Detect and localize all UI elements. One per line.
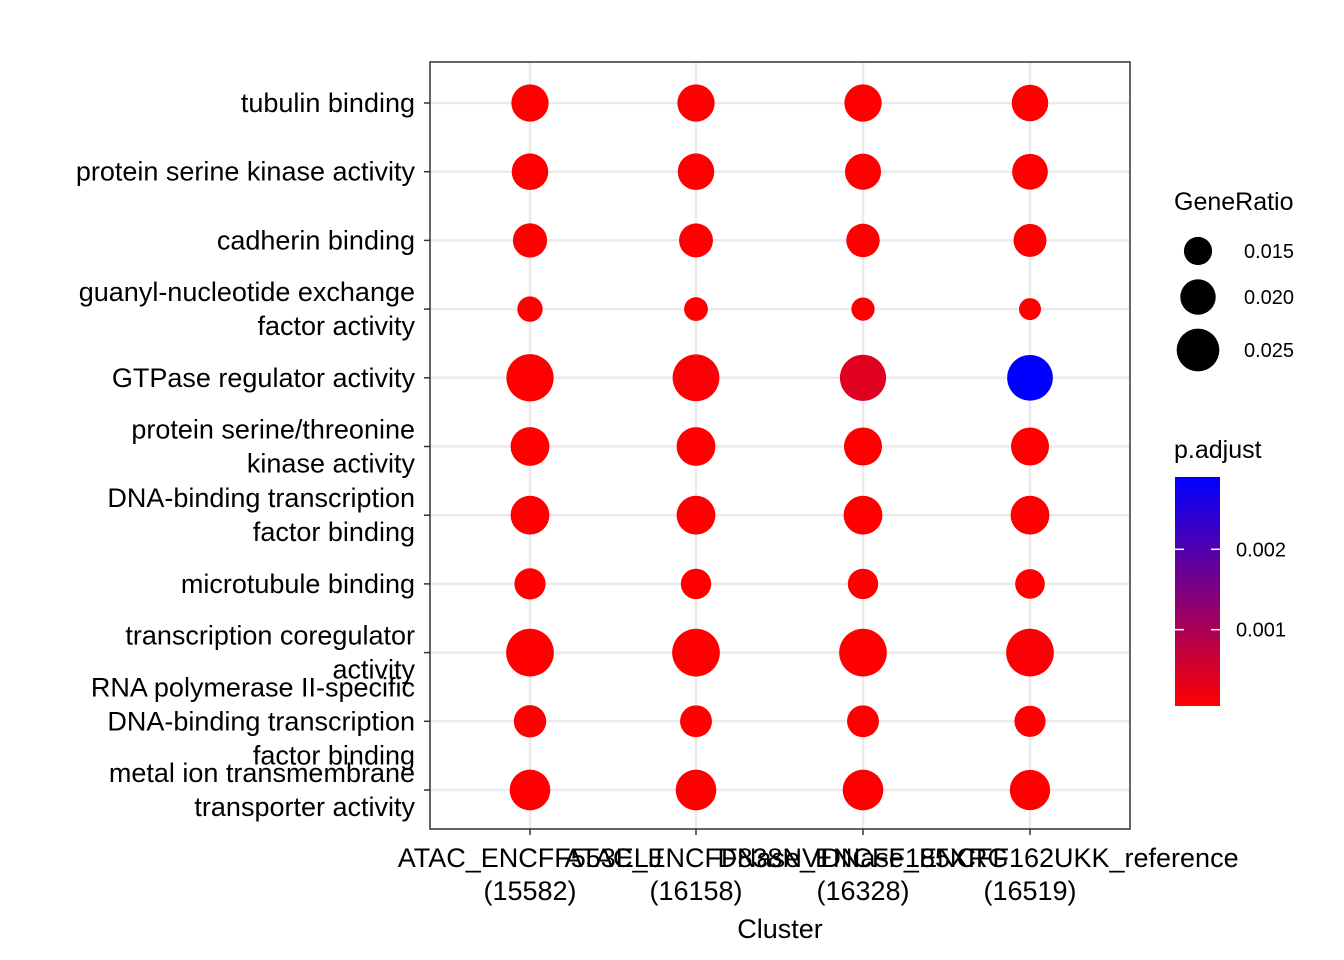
data-point (847, 705, 879, 738)
data-points (506, 84, 1054, 811)
y-tick-label: DNA-binding transcription (107, 483, 415, 513)
x-tick-label: (16158) (649, 876, 742, 906)
data-point (677, 84, 715, 122)
data-point (510, 427, 550, 466)
x-tick-label: DNase_ENCFF185XRG (717, 843, 1008, 873)
data-point (844, 84, 882, 122)
data-point (839, 354, 887, 401)
x-axis: ATAC_ENCFF553ELJ(15582)ATAC_ENCFF838NVI(… (398, 829, 1239, 906)
x-tick-label: (16328) (816, 876, 909, 906)
data-point (1009, 769, 1051, 811)
y-tick-label: transcription coregulator (125, 621, 415, 651)
y-tick-label: guanyl-nucleotide exchange (79, 277, 415, 307)
size-legend-title: GeneRatio (1174, 188, 1294, 216)
y-tick-label: RNA polymerase II-specific (91, 672, 415, 702)
data-point (510, 495, 550, 535)
size-legend: GeneRatio 0.015 0.020 0.025 (1174, 188, 1294, 372)
data-point (1011, 84, 1049, 122)
data-point (844, 153, 882, 190)
color-legend-label: 0.002 (1236, 539, 1286, 561)
data-point (1014, 705, 1046, 737)
x-tick-label: DNase_ENCFF162UKK_reference (821, 843, 1238, 873)
data-point (672, 628, 720, 677)
data-point (679, 223, 713, 258)
data-point (1015, 569, 1045, 599)
data-point (842, 769, 884, 811)
y-tick-label: GTPase regulator activity (112, 363, 416, 393)
y-tick-label: microtubule binding (181, 569, 415, 599)
data-point (1007, 354, 1053, 401)
y-tick-label: kinase activity (247, 449, 416, 479)
data-point (514, 568, 546, 600)
y-tick-label: factor activity (257, 311, 415, 341)
data-point (1010, 427, 1050, 466)
data-point (511, 84, 549, 122)
data-point (851, 297, 875, 321)
y-tick-label: protein serine kinase activity (76, 157, 416, 187)
data-point (513, 705, 547, 738)
y-tick-label: metal ion transmembrane (109, 758, 415, 788)
y-tick-label: transporter activity (194, 792, 415, 822)
color-legend-title: p.adjust (1174, 436, 1262, 464)
y-tick-label: protein serine/threonine (131, 415, 415, 445)
data-point (680, 568, 712, 600)
data-point (511, 153, 549, 190)
data-point (1010, 495, 1050, 535)
x-tick-label: ATAC_ENCFF553ELJ (398, 843, 663, 873)
data-point (509, 769, 551, 811)
data-point (843, 427, 883, 466)
y-axis: tubulin binding protein serine kinase act… (76, 88, 430, 822)
size-legend-key (1183, 236, 1213, 266)
data-point (684, 297, 708, 322)
color-legend-label: 0.001 (1236, 620, 1286, 642)
size-legend-key (1176, 328, 1220, 372)
size-legend-label: 0.020 (1244, 287, 1294, 309)
data-point (506, 628, 554, 677)
x-tick-label: (16519) (983, 876, 1076, 906)
x-axis-title: Cluster (737, 914, 823, 944)
data-point (846, 223, 880, 258)
y-tick-label: cadherin binding (217, 225, 415, 255)
data-point (1013, 223, 1047, 257)
color-legend: p.adjust 0.002 0.001 (1174, 436, 1286, 706)
data-point (675, 769, 717, 811)
data-point (1006, 628, 1054, 677)
data-point (843, 495, 883, 535)
data-point (517, 296, 543, 322)
data-point (676, 495, 716, 535)
color-legend-bar (1175, 477, 1220, 706)
data-point (676, 427, 716, 466)
size-legend-label: 0.025 (1244, 340, 1294, 362)
data-point (1019, 298, 1041, 321)
y-tick-label: factor binding (253, 517, 415, 547)
data-point (672, 354, 720, 402)
y-tick-label: DNA-binding transcription (107, 706, 415, 736)
data-point (847, 568, 879, 600)
size-legend-key (1180, 279, 1216, 315)
y-tick-label: activity (332, 655, 415, 685)
data-point (680, 705, 712, 738)
size-legend-label: 0.015 (1244, 241, 1294, 263)
data-point (1012, 153, 1048, 190)
y-tick-label: factor binding (253, 740, 415, 770)
data-point (839, 628, 887, 677)
y-tick-label: tubulin binding (241, 88, 415, 118)
data-point (506, 354, 554, 402)
plot-panel-border (429, 61, 1131, 830)
x-tick-label: ATAC_ENCFF838NVI (564, 843, 827, 873)
data-point (677, 153, 715, 190)
data-point (512, 223, 548, 258)
x-tick-label: (15582) (483, 876, 576, 906)
